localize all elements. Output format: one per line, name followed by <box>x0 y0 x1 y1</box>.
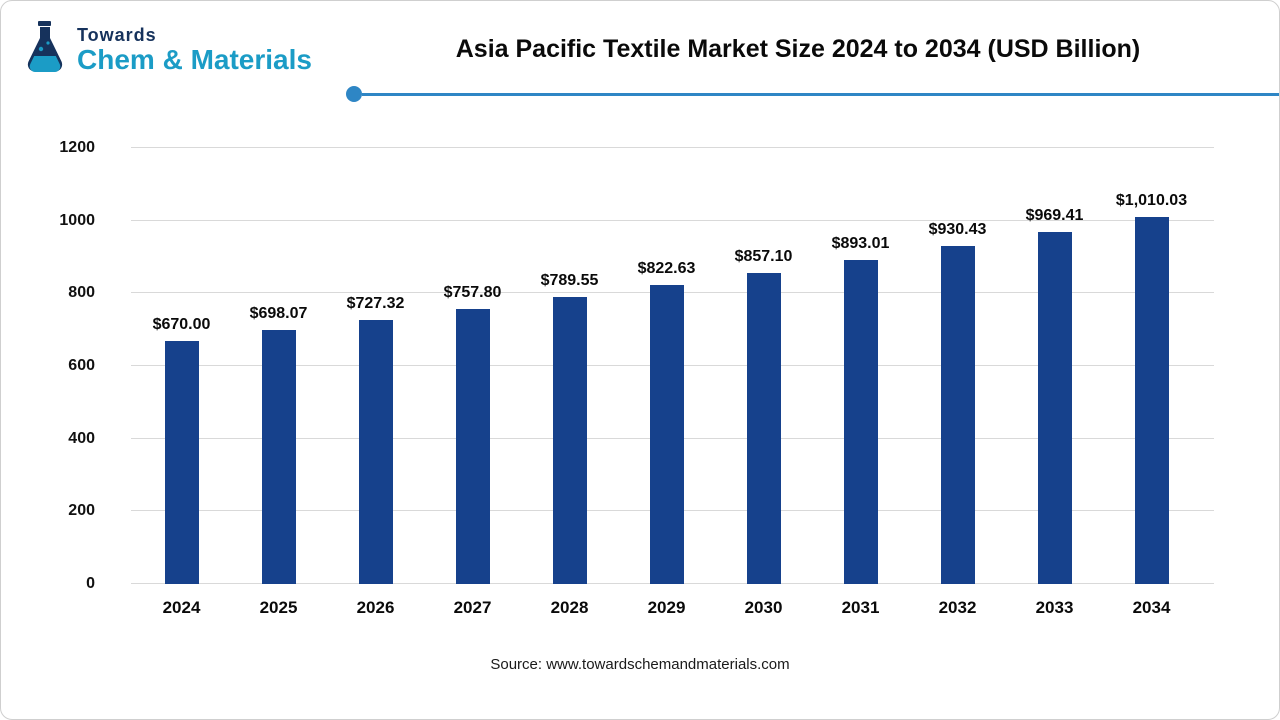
x-tick-label: 2027 <box>453 598 492 617</box>
bar-value-label: $857.10 <box>734 247 793 265</box>
bar <box>1134 217 1169 584</box>
plot-area: $670.00 $698.07 $727.32 $757.80 $789.55 $822.… <box>131 147 1214 584</box>
bar-group: $757.80 <box>424 148 521 584</box>
gridline <box>131 219 1214 221</box>
x-tick-label: 2028 <box>550 598 589 617</box>
y-tick-label: 0 <box>86 575 95 592</box>
bar-value-label: $757.80 <box>443 283 502 301</box>
x-tick-label: 2030 <box>744 598 783 617</box>
bar-value-label: $1,010.03 <box>1115 192 1188 210</box>
logo: Towards Chem & Materials <box>21 21 351 80</box>
bars-row: $670.00 $698.07 $727.32 $757.80 $789.55 $822.… <box>131 148 1214 584</box>
chart-title: Asia Pacific Textile Market Size 2024 to… <box>455 35 1141 63</box>
bar-group: $893.01 <box>812 148 909 584</box>
y-axis: 0 200 400 600 800 1000 1200 <box>21 140 131 592</box>
bar-group: $930.43 <box>909 148 1006 584</box>
logo-text: Towards Chem & Materials <box>77 25 312 76</box>
x-tick-label: 2034 <box>1132 598 1171 617</box>
y-tick-label: 800 <box>68 284 95 302</box>
bar-value-label: $789.55 <box>540 272 599 290</box>
bar-value-label: $727.32 <box>346 294 405 312</box>
x-tick-label: 2032 <box>938 598 977 617</box>
header-rule <box>346 86 1279 102</box>
bar <box>455 308 490 584</box>
x-tick-label: 2031 <box>841 598 880 617</box>
bar <box>746 272 781 584</box>
bar-value-label: $969.41 <box>1025 206 1084 224</box>
bar <box>261 330 296 584</box>
bar <box>649 285 684 584</box>
x-tick-label: 2033 <box>1035 598 1074 617</box>
bar-group: $789.55 <box>521 148 618 584</box>
bar <box>358 319 393 584</box>
bar-group: $670.00 <box>133 148 230 584</box>
bar <box>164 340 199 584</box>
x-tick-label: 2024 <box>162 598 201 617</box>
gridline <box>131 147 1214 148</box>
logo-wordmark: Chem & Materials <box>77 44 312 76</box>
bar <box>843 259 878 584</box>
bar <box>552 297 587 584</box>
bar-value-label: $893.01 <box>831 234 890 252</box>
rule-line <box>362 92 1279 96</box>
x-tick-label: 2025 <box>259 598 298 617</box>
bar-group: $969.41 <box>1006 148 1103 584</box>
bar <box>1037 231 1072 584</box>
bar <box>940 245 975 584</box>
y-tick-label: 1000 <box>59 211 95 229</box>
y-tick-label: 600 <box>68 357 95 374</box>
plot-column: $670.00 $698.07 $727.32 $757.80 $789.55 $822.… <box>131 147 1214 618</box>
header: Towards Chem & Materials Asia Pacific Te… <box>1 1 1279 80</box>
y-tick-label: 200 <box>68 502 95 520</box>
bar-chart: 0 200 400 600 800 1000 1200 $670.00 $698.07 $727… <box>21 140 1214 618</box>
x-tick-label: 2026 <box>356 598 395 617</box>
bar-group: $698.07 <box>230 148 327 584</box>
source-text: Source: www.towardschemandmaterials.com <box>490 656 790 673</box>
y-tick-label: 1200 <box>59 139 95 156</box>
bar-value-label: $670.00 <box>152 315 211 333</box>
bar-value-label: $930.43 <box>928 220 987 238</box>
bar-group: $822.63 <box>618 148 715 584</box>
flask-icon <box>21 21 69 80</box>
y-tick-label: 400 <box>68 429 95 447</box>
rule-dot <box>346 86 362 102</box>
logo-towards-label: Towards <box>77 25 157 46</box>
bar-value-label: $822.63 <box>637 260 696 278</box>
bar-group: $857.10 <box>715 148 812 584</box>
bar-group: $727.32 <box>327 148 424 584</box>
bar-group: $1,010.03 <box>1103 148 1200 584</box>
x-axis: 2024 2025 2026 2027 2028 2029 2030 2031 2032 2033… <box>131 598 1214 618</box>
bar-value-label: $698.07 <box>249 305 308 323</box>
x-tick-label: 2029 <box>647 598 686 617</box>
